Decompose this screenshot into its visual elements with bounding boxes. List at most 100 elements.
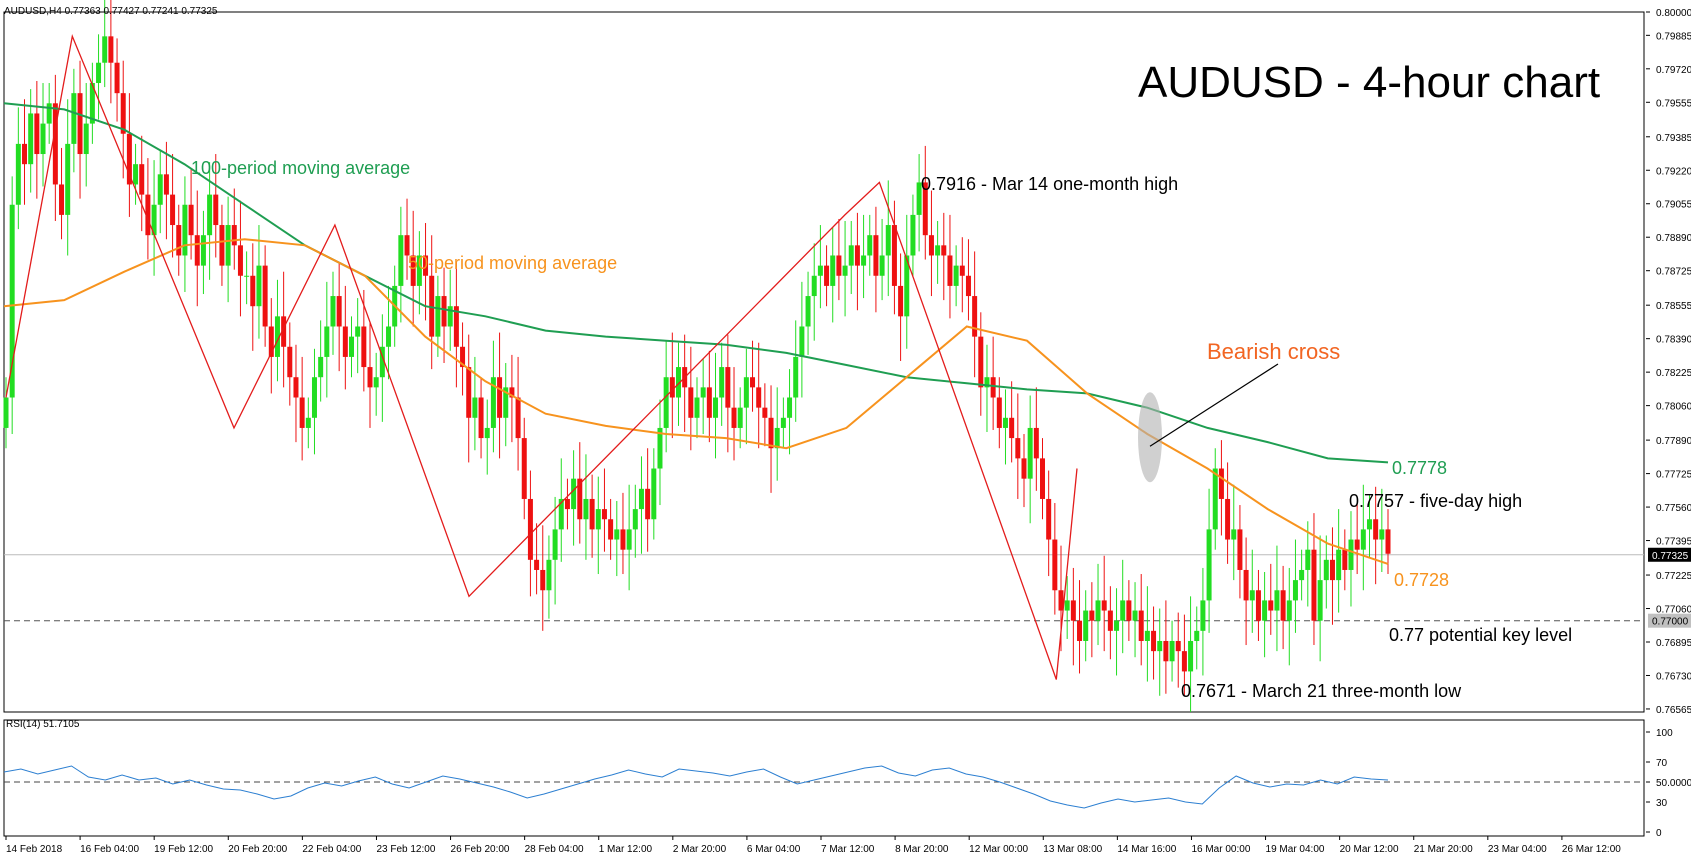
candle-body xyxy=(552,529,558,560)
candle-body xyxy=(1305,549,1311,570)
candle-body xyxy=(126,133,132,185)
candle-body xyxy=(1009,417,1015,439)
candle-body xyxy=(1175,640,1181,652)
candle-body xyxy=(349,336,354,357)
candle-body xyxy=(1151,630,1157,652)
candle-body xyxy=(157,174,163,205)
candle-body xyxy=(1188,640,1194,672)
candle-body xyxy=(947,255,953,286)
current-price-box xyxy=(1648,547,1691,562)
candle-body xyxy=(885,225,891,256)
five-day-high-label: 0.7757 - five-day high xyxy=(1349,491,1523,511)
candle-body xyxy=(52,103,58,185)
candle-body xyxy=(1095,600,1101,621)
candle-body xyxy=(410,255,416,286)
candle-body xyxy=(780,417,786,428)
price-tick-label: 0.79220 xyxy=(1656,166,1691,177)
rsi-tick-label: 50.0000 xyxy=(1656,778,1691,789)
candle-body xyxy=(324,326,330,357)
candle-body xyxy=(935,245,941,256)
candle-body xyxy=(367,367,373,388)
candle-body xyxy=(737,407,743,428)
price-tick-label: 0.77395 xyxy=(1656,537,1691,548)
current-price-label: 0.77325 xyxy=(1652,551,1689,562)
candle-body xyxy=(558,498,564,530)
price-tick-label: 0.77725 xyxy=(1656,470,1691,481)
candle-body xyxy=(453,306,459,347)
time-tick-label: 20 Feb 20:00 xyxy=(228,844,287,855)
candle-body xyxy=(213,194,219,226)
price-tick-label: 0.78390 xyxy=(1656,335,1691,346)
candle-body xyxy=(589,498,595,530)
candle-body xyxy=(1040,458,1045,499)
candle-body xyxy=(1348,539,1354,570)
candle-body xyxy=(1015,438,1021,459)
candle-body xyxy=(1033,427,1039,459)
candle-body xyxy=(540,569,546,591)
candle-body xyxy=(1274,590,1280,611)
candle-body xyxy=(423,255,429,276)
candle-body xyxy=(1107,610,1113,631)
rsi-pane-frame xyxy=(3,719,1645,837)
time-tick-label: 16 Mar 00:00 xyxy=(1191,844,1250,855)
candle-body xyxy=(1064,600,1070,611)
candle-body xyxy=(1002,417,1008,428)
price-tick-label: 0.77560 xyxy=(1656,503,1691,514)
time-tick-label: 13 Mar 08:00 xyxy=(1043,844,1102,855)
candle-body xyxy=(694,397,700,418)
candle-body xyxy=(1286,600,1292,621)
ma100-label: 100-period moving average xyxy=(191,158,411,178)
candle-body xyxy=(1280,590,1286,621)
candle-body xyxy=(1262,600,1268,621)
time-tick-label: 28 Feb 04:00 xyxy=(525,844,584,855)
candle-body xyxy=(1225,498,1231,540)
candle-body xyxy=(836,255,842,276)
candle-body xyxy=(583,498,589,520)
candle-body xyxy=(194,235,200,266)
time-tick-label: 14 Feb 2018 xyxy=(6,844,63,855)
candle-body xyxy=(1299,569,1305,581)
candle-body xyxy=(250,275,256,307)
time-tick-label: 20 Mar 12:00 xyxy=(1340,844,1399,855)
candle-body xyxy=(842,265,848,276)
candle-body xyxy=(824,265,830,286)
candle-body xyxy=(386,326,392,347)
candle-body xyxy=(928,235,934,256)
candle-body xyxy=(133,164,139,185)
candle-body xyxy=(1058,590,1064,611)
candle-body xyxy=(311,377,317,418)
price-tick-label: 0.78555 xyxy=(1656,301,1691,312)
candle-body xyxy=(318,356,324,378)
candle-body xyxy=(1194,630,1200,641)
candle-body xyxy=(805,296,811,327)
candle-body xyxy=(40,123,46,155)
candle-body xyxy=(262,265,268,327)
candle-body xyxy=(564,498,570,510)
candle-body xyxy=(83,123,89,155)
candle-body xyxy=(1169,640,1175,662)
candle-body xyxy=(244,275,250,277)
bearish-cross-pointer xyxy=(1149,363,1279,447)
candle-body xyxy=(700,387,706,398)
candle-body xyxy=(1181,651,1187,672)
time-tick-label: 23 Mar 04:00 xyxy=(1488,844,1547,855)
key-level-label: 0.77 potential key level xyxy=(1389,625,1573,645)
candle-body xyxy=(614,529,620,540)
candle-body xyxy=(1101,600,1107,611)
candle-body xyxy=(916,182,922,215)
candle-body xyxy=(1342,549,1348,570)
candle-body xyxy=(342,326,348,357)
candle-body xyxy=(1317,580,1323,621)
candle-body xyxy=(182,204,188,256)
rsi-tick-label: 100 xyxy=(1656,728,1673,739)
candle-body xyxy=(163,174,169,195)
price-tick-label: 0.78725 xyxy=(1656,267,1691,278)
candle-body xyxy=(756,387,762,408)
candle-body xyxy=(521,438,527,499)
key-level-axis-label: 0.77000 xyxy=(1652,617,1689,628)
candle-body xyxy=(719,367,725,398)
rsi-line xyxy=(3,765,1389,809)
candle-body xyxy=(669,377,675,398)
candle-body xyxy=(959,265,965,276)
